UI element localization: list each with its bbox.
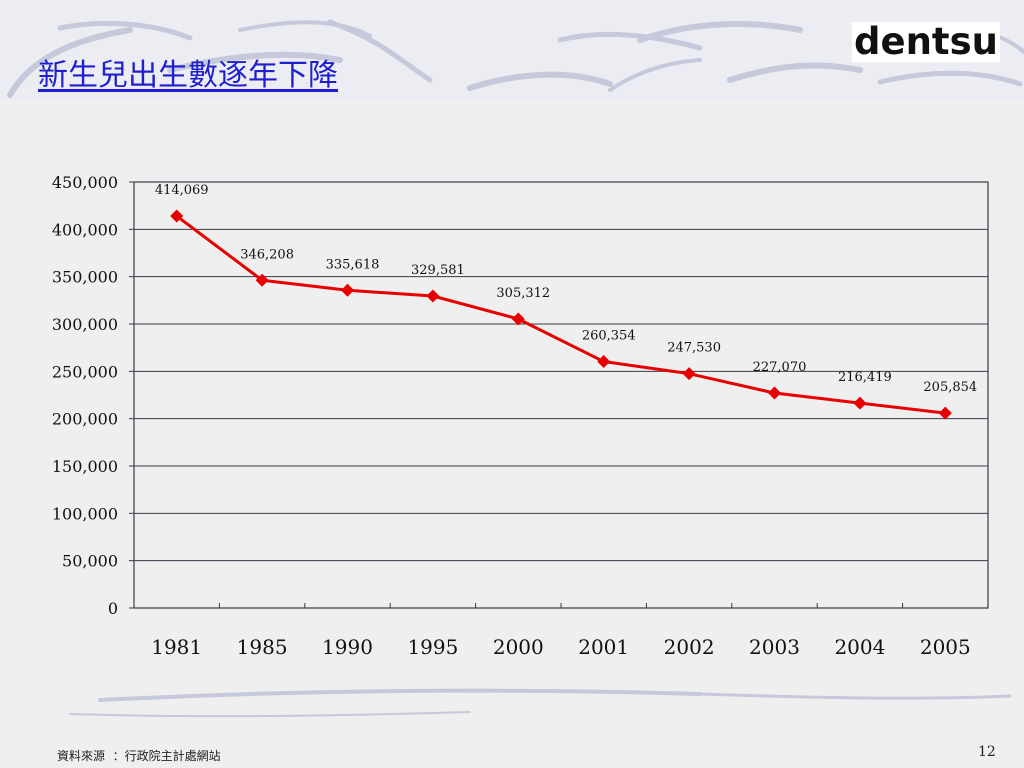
data-point-marker bbox=[597, 355, 611, 369]
series-line-group bbox=[170, 209, 952, 420]
y-tick-label: 0 bbox=[108, 599, 118, 618]
data-point-marker bbox=[426, 289, 440, 303]
data-label: 247,530 bbox=[667, 341, 721, 356]
x-tick-label: 2001 bbox=[578, 635, 629, 659]
data-label: 335,618 bbox=[326, 257, 380, 272]
slide-title: 新生兒出生數逐年下降 bbox=[38, 58, 338, 93]
x-tick-label: 2005 bbox=[920, 635, 971, 659]
data-point-marker bbox=[170, 209, 184, 223]
data-point-marker bbox=[938, 406, 952, 420]
x-axis-tick-labels: 1981 1985 1990 1995 2000 2001 2002 2003 2004 2005 bbox=[151, 635, 971, 659]
x-tick-label: 1985 bbox=[237, 635, 288, 659]
x-tick-label: 2002 bbox=[664, 635, 715, 659]
x-tick-label: 1990 bbox=[322, 635, 373, 659]
x-tick-label: 2000 bbox=[493, 635, 544, 659]
plot-frame bbox=[133, 181, 989, 609]
y-tick-label: 250,000 bbox=[52, 362, 118, 381]
y-tick-label: 200,000 bbox=[52, 410, 118, 429]
data-point-marker bbox=[768, 386, 781, 400]
data-point-marker bbox=[682, 367, 696, 381]
y-tick-label: 50,000 bbox=[62, 552, 118, 571]
data-point-marker bbox=[511, 312, 525, 326]
data-point-marker bbox=[341, 283, 354, 297]
gridlines bbox=[129, 181, 989, 609]
plot-area bbox=[133, 181, 989, 609]
x-tick-label: 1981 bbox=[151, 635, 202, 659]
x-tick-label: 2003 bbox=[749, 635, 800, 659]
y-tick-label: 450,000 bbox=[52, 173, 118, 192]
y-tick-label: 150,000 bbox=[52, 457, 118, 476]
data-label: 305,312 bbox=[496, 286, 550, 301]
source-note: 資料來源 ：行政院主計處網站 bbox=[57, 749, 221, 763]
data-labels: 414,069 346,208 335,618 329,581 305,312 260,3… bbox=[155, 183, 977, 395]
data-label: 260,354 bbox=[582, 329, 636, 344]
data-label: 216,419 bbox=[838, 370, 892, 385]
data-point-marker bbox=[853, 396, 867, 410]
x-tick-label: 2004 bbox=[834, 635, 885, 659]
page-number: 12 bbox=[978, 744, 996, 760]
y-tick-label: 350,000 bbox=[52, 268, 118, 287]
y-axis-tick-labels: 0 50,000 100,000 150,000 200,000 250,000 300,0… bbox=[52, 173, 118, 618]
y-tick-label: 400,000 bbox=[52, 220, 118, 239]
series-line bbox=[175, 214, 946, 415]
dentsu-logo: dentsu bbox=[852, 20, 1000, 63]
y-tick-label: 100,000 bbox=[52, 504, 118, 523]
data-label: 227,070 bbox=[753, 360, 807, 375]
data-label: 346,208 bbox=[240, 247, 294, 262]
data-label: 205,854 bbox=[923, 380, 977, 395]
data-label: 414,069 bbox=[155, 183, 209, 198]
data-point-marker bbox=[255, 273, 269, 287]
y-tick-label: 300,000 bbox=[52, 315, 118, 334]
x-tick-label: 1995 bbox=[407, 635, 458, 659]
data-label: 329,581 bbox=[411, 263, 465, 278]
